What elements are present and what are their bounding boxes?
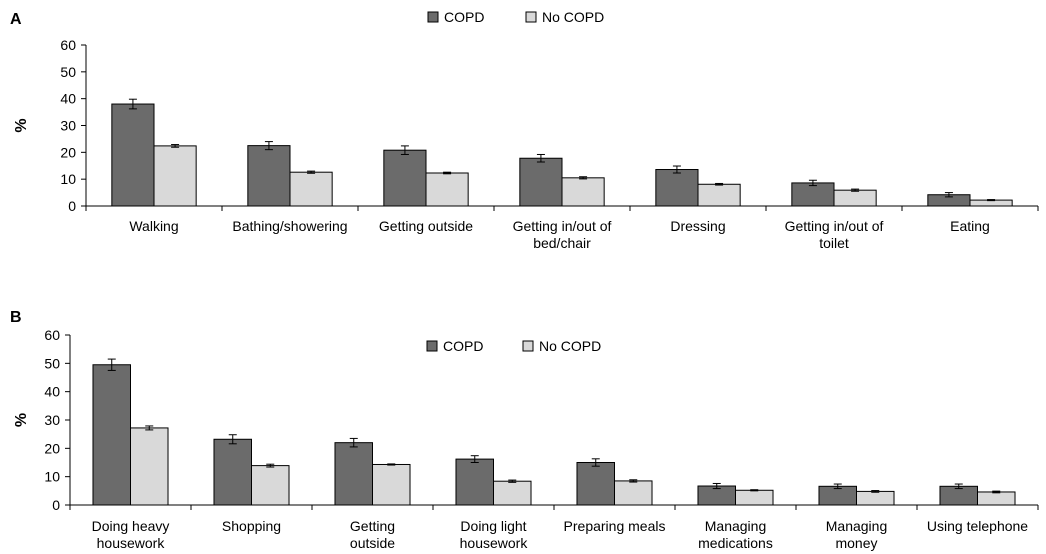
x-category-label: Shopping (222, 518, 281, 534)
x-category-label-line: Bathing/showering (232, 218, 347, 234)
bar-no-copd (130, 427, 169, 506)
x-category-label: Walking (129, 218, 178, 234)
bar-no-copd (289, 171, 333, 207)
x-category-label: Managing money (826, 518, 888, 551)
bar-copd (383, 149, 427, 207)
legend-swatch (427, 11, 439, 23)
x-category-label-line: Dressing (670, 218, 725, 234)
x-category-label-line: money (835, 535, 877, 551)
x-category-label-line: outside (350, 535, 395, 551)
bar-no-copd (251, 465, 290, 506)
x-category-label-line: Doing heavy (92, 518, 170, 534)
bar-no-copd (561, 177, 605, 207)
x-category-label: Doing heavy housework (92, 518, 170, 551)
bar-copd (92, 364, 131, 506)
x-category-label-line: Getting in/out of (513, 218, 612, 234)
x-category-label: Doing light housework (460, 518, 529, 551)
x-category-label-line: medications (698, 535, 773, 551)
y-tick-label: 40 (44, 384, 60, 400)
y-axis-label: % (13, 413, 30, 427)
y-tick-label: 20 (60, 144, 76, 160)
bar-copd (247, 145, 291, 207)
y-tick-label: 20 (44, 440, 60, 456)
x-category-label: Managing medications (698, 518, 773, 551)
bar-copd (455, 458, 494, 506)
chart-panel-a: A% 0 10 20 30 40 50 60 Walking Bathing/showering G… (10, 9, 1039, 251)
x-category-label-line: Getting outside (379, 218, 473, 234)
x-category-label: Getting outside (379, 218, 473, 234)
y-tick-label: 10 (60, 171, 76, 187)
y-tick-label: 50 (60, 64, 76, 80)
legend-swatch (426, 340, 438, 352)
x-category-label-line: Preparing meals (564, 518, 666, 534)
y-tick-label: 50 (44, 355, 60, 371)
x-category-label-line: housework (460, 535, 529, 551)
bar-no-copd (425, 172, 469, 207)
bar-copd (655, 169, 699, 207)
x-category-label-line: Using telephone (927, 518, 1028, 534)
bar-copd (939, 485, 978, 506)
bar-copd (213, 438, 253, 506)
legend-label: No COPD (539, 338, 601, 354)
x-category-label: Getting in/out of toilet (785, 218, 884, 251)
legend-label: COPD (443, 338, 483, 354)
x-category-label-line: Walking (129, 218, 178, 234)
bar-copd (111, 103, 155, 207)
y-tick-label: 0 (68, 198, 76, 214)
y-tick-label: 30 (60, 118, 76, 134)
x-category-label: Eating (950, 218, 990, 234)
bar-no-copd (372, 463, 411, 506)
x-category-label: Getting outside (350, 518, 395, 551)
x-category-label-line: bed/chair (533, 235, 591, 251)
y-tick-label: 60 (44, 327, 60, 343)
legend-label: No COPD (542, 9, 604, 25)
x-category-label-line: Managing (705, 518, 767, 534)
y-tick-label: 60 (60, 37, 76, 53)
bar-no-copd (735, 489, 774, 506)
legend-swatch (522, 340, 534, 352)
x-category-label-line: housework (97, 535, 166, 551)
y-axis-label: % (13, 118, 30, 132)
x-category-label-line: Getting (350, 518, 395, 534)
panel-label: B (10, 309, 22, 326)
bar-no-copd (856, 490, 895, 506)
panel-label: A (10, 11, 22, 28)
x-category-label-line: Managing (826, 518, 888, 534)
x-category-label: Using telephone (927, 518, 1028, 534)
bar-no-copd (977, 491, 1016, 506)
bar-copd (576, 462, 615, 506)
bar-copd (818, 485, 857, 506)
x-category-label: Bathing/showering (232, 218, 347, 234)
x-category-label-line: toilet (819, 235, 849, 251)
bar-copd (334, 442, 373, 506)
y-tick-label: 0 (52, 497, 60, 513)
x-category-label: Getting in/out of bed/chair (513, 218, 612, 251)
legend-label: COPD (444, 9, 484, 25)
x-category-label-line: Eating (950, 218, 990, 234)
y-tick-label: 30 (44, 412, 60, 428)
legend-swatch (525, 11, 537, 23)
y-tick-label: 10 (44, 469, 60, 485)
bar-copd (791, 182, 835, 207)
bar-copd (519, 157, 563, 207)
x-category-label-line: Getting in/out of (785, 218, 884, 234)
bar-no-copd (833, 189, 877, 207)
bar-no-copd (153, 145, 197, 207)
bar-no-copd (697, 183, 741, 207)
x-category-label-line: Doing light (460, 518, 526, 534)
x-category-label-line: Shopping (222, 518, 281, 534)
bar-no-copd (614, 480, 653, 506)
y-tick-label: 40 (60, 91, 76, 107)
x-category-label: Dressing (670, 218, 725, 234)
bar-no-copd (493, 480, 532, 506)
x-category-label: Preparing meals (564, 518, 666, 534)
